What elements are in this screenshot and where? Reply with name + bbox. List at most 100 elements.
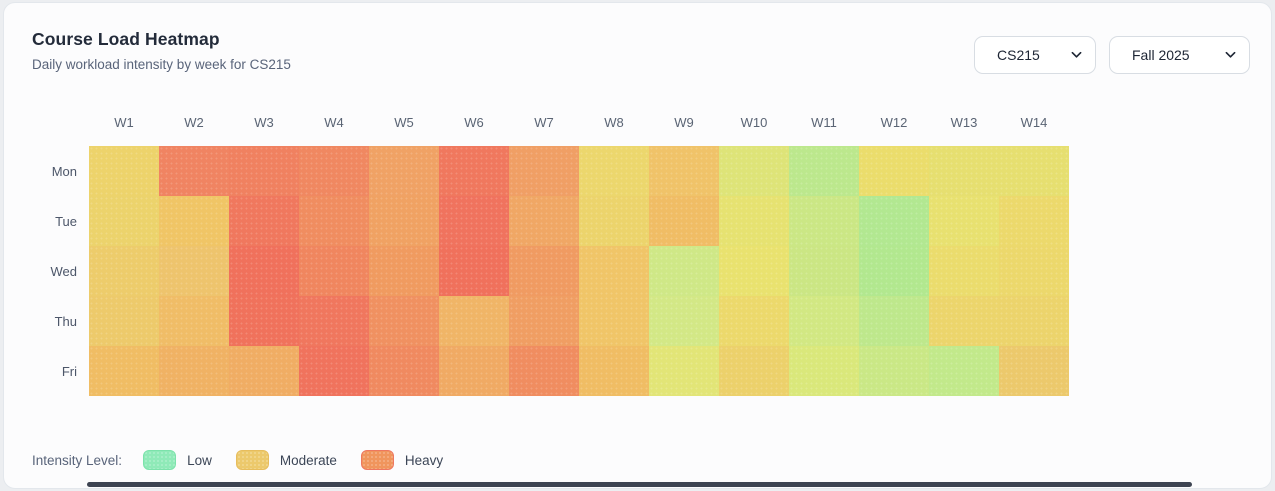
filter-controls: CS215 Fall 2025 [974, 36, 1250, 74]
heatmap-cell[interactable] [159, 346, 229, 396]
heatmap-cell[interactable] [369, 296, 439, 346]
heatmap-cell[interactable] [89, 246, 159, 296]
heatmap-cell[interactable] [439, 146, 509, 196]
heatmap-cell[interactable] [649, 196, 719, 246]
heatmap-cell[interactable] [999, 146, 1069, 196]
term-select[interactable]: Fall 2025 [1109, 36, 1250, 74]
heatmap-cell[interactable] [439, 296, 509, 346]
heatmap-cell[interactable] [579, 146, 649, 196]
heatmap-cell[interactable] [789, 196, 859, 246]
heatmap-cell[interactable] [579, 196, 649, 246]
heatmap-cell[interactable] [859, 246, 929, 296]
heatmap-cell[interactable] [859, 346, 929, 396]
heatmap-cell[interactable] [719, 196, 789, 246]
legend-item: Low [143, 450, 212, 470]
heatmap-cell[interactable] [299, 246, 369, 296]
term-select-value: Fall 2025 [1132, 47, 1190, 63]
heatmap-cell[interactable] [439, 246, 509, 296]
heatmap-cell[interactable] [649, 296, 719, 346]
page-title: Course Load Heatmap [32, 29, 220, 49]
row-label: Thu [54, 313, 77, 329]
column-header: W2 [184, 114, 204, 130]
heatmap-cell[interactable] [509, 246, 579, 296]
heatmap-cell[interactable] [229, 296, 299, 346]
heatmap-cell[interactable] [509, 346, 579, 396]
column-header: W10 [740, 114, 768, 130]
heatmap-cell[interactable] [159, 246, 229, 296]
heatmap-cell[interactable] [369, 196, 439, 246]
column-header: W5 [394, 114, 414, 130]
row-label: Tue [55, 213, 77, 229]
heatmap-cell[interactable] [579, 296, 649, 346]
column-header: W7 [534, 114, 554, 130]
legend-item-label: Moderate [279, 452, 337, 468]
heatmap-cell[interactable] [789, 346, 859, 396]
legend-item-label: Heavy [404, 452, 444, 468]
heatmap-cell[interactable] [999, 346, 1069, 396]
heatmap-cell[interactable] [579, 246, 649, 296]
heatmap-cell[interactable] [229, 146, 299, 196]
heatmap-cell[interactable] [89, 296, 159, 346]
column-header: W1 [114, 114, 134, 130]
row-label: Mon [51, 163, 77, 179]
heatmap-cell[interactable] [929, 246, 999, 296]
heatmap-cell[interactable] [999, 196, 1069, 246]
heatmap-cell[interactable] [299, 146, 369, 196]
heatmap-cell[interactable] [159, 296, 229, 346]
heatmap-cell[interactable] [89, 196, 159, 246]
heatmap-cell[interactable] [229, 246, 299, 296]
heatmap-cell[interactable] [439, 196, 509, 246]
heatmap-cell[interactable] [89, 346, 159, 396]
course-select[interactable]: CS215 [974, 36, 1096, 74]
heatmap-cell[interactable] [89, 146, 159, 196]
heatmap-cell[interactable] [369, 346, 439, 396]
heatmap-row: Tue [32, 196, 1069, 246]
heatmap-cell[interactable] [999, 246, 1069, 296]
heatmap-column-headers: W1 W2 W3 W4 W5 W6 W7 W8 W9 W10 W11 W12 W13 W14 [32, 107, 1069, 137]
heatmap-cell[interactable] [369, 146, 439, 196]
heatmap-cell[interactable] [649, 246, 719, 296]
heatmap-cell[interactable] [719, 346, 789, 396]
heatmap-cell[interactable] [719, 146, 789, 196]
legend-item-label: Low [187, 452, 212, 468]
heatmap-cell[interactable] [159, 196, 229, 246]
heatmap-cell[interactable] [299, 196, 369, 246]
column-header: W11 [811, 114, 837, 130]
heatmap-cell[interactable] [859, 146, 929, 196]
chevron-down-icon [1225, 51, 1236, 58]
heatmap-cell[interactable] [859, 196, 929, 246]
heatmap-cell[interactable] [579, 346, 649, 396]
heatmap-cell[interactable] [929, 296, 999, 346]
heatmap-cell[interactable] [929, 146, 999, 196]
row-label: Wed [50, 263, 78, 279]
heatmap-cell[interactable] [719, 246, 789, 296]
heatmap-cell[interactable] [719, 296, 789, 346]
heatmap-cell[interactable] [649, 146, 719, 196]
heatmap-cell[interactable] [159, 146, 229, 196]
heatmap-cell[interactable] [299, 296, 369, 346]
heatmap-cell[interactable] [789, 146, 859, 196]
heatmap-cell[interactable] [229, 346, 299, 396]
heatmap-cell[interactable] [369, 246, 439, 296]
page-subtitle: Daily workload intensity by week for CS2… [32, 57, 291, 72]
heatmap-cell[interactable] [229, 196, 299, 246]
column-header: W8 [604, 114, 624, 130]
legend-item: Moderate [235, 450, 337, 470]
legend-label: Intensity Level: [32, 452, 123, 468]
header: Course Load Heatmap Daily workload inten… [32, 29, 291, 72]
heatmap-cell[interactable] [509, 196, 579, 246]
heatmap-cell[interactable] [789, 296, 859, 346]
heatmap-cell[interactable] [649, 346, 719, 396]
heatmap-cell[interactable] [509, 296, 579, 346]
heatmap-cell[interactable] [789, 246, 859, 296]
heatmap-cell[interactable] [999, 296, 1069, 346]
heatmap-cell[interactable] [509, 146, 579, 196]
heatmap-cell[interactable] [929, 196, 999, 246]
column-header: W9 [674, 114, 694, 130]
heatmap-cell[interactable] [439, 346, 509, 396]
horizontal-scrollbar-thumb[interactable] [87, 482, 1192, 487]
legend-swatch [235, 450, 269, 470]
heatmap-cell[interactable] [929, 346, 999, 396]
heatmap-cell[interactable] [299, 346, 369, 396]
heatmap-cell[interactable] [859, 296, 929, 346]
